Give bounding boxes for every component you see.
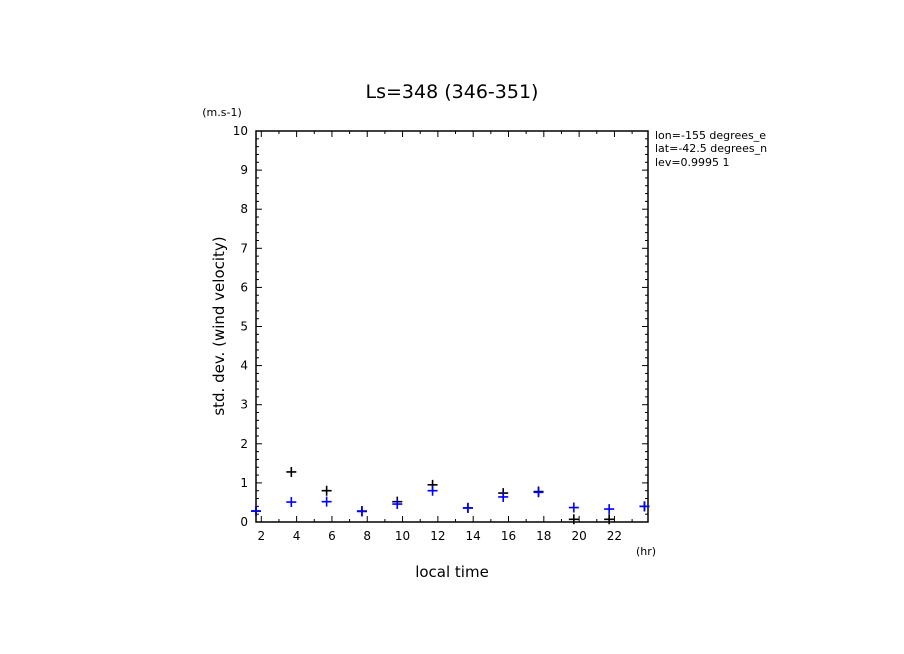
data-point-series-2 [321, 496, 332, 507]
data-point-series-2 [251, 506, 261, 517]
x-tick-label: 6 [328, 529, 336, 543]
plot-frame [255, 130, 649, 523]
data-point-series-2 [427, 485, 438, 496]
info-lon: lon=-155 degrees_e [655, 129, 766, 142]
y-unit-label: (m.s-1) [202, 106, 242, 119]
data-point-series-2 [286, 497, 297, 508]
x-axis-label: local time [415, 563, 489, 581]
data-point-series-2 [462, 502, 473, 513]
data-point-series-2 [356, 506, 367, 517]
data-point-series-2 [498, 491, 509, 502]
y-tick-label: 7 [240, 241, 248, 255]
data-point-series-2 [639, 501, 650, 512]
data-marks [251, 466, 650, 525]
x-tick-label: 10 [395, 529, 410, 543]
chart-title: Ls=348 (346-351) [366, 81, 539, 103]
y-tick-label: 1 [240, 476, 248, 490]
y-tick-label: 3 [240, 398, 248, 412]
x-tick-label: 2 [257, 529, 265, 543]
data-point-series-1 [321, 485, 332, 496]
y-tick-label: 0 [240, 515, 248, 529]
y-tick-label: 5 [240, 320, 248, 334]
info-lev: lev=0.9995 1 [655, 156, 730, 169]
info-lat: lat=-42.5 degrees_n [655, 142, 767, 155]
data-point-series-2 [533, 487, 544, 498]
data-point-series-1 [568, 514, 579, 525]
x-tick-label: 8 [363, 529, 371, 543]
data-point-series-1 [286, 466, 297, 477]
x-tick-label: 12 [430, 529, 445, 543]
x-tick-label: 20 [571, 529, 586, 543]
data-point-series-1 [604, 514, 615, 525]
y-tick-label: 2 [240, 437, 248, 451]
x-tick-label: 4 [293, 529, 301, 543]
x-unit-label: (hr) [636, 545, 656, 558]
y-tick-label: 6 [240, 280, 248, 294]
x-tick-label: 16 [501, 529, 516, 543]
data-point-series-2 [604, 504, 615, 515]
y-axis-label: std. dev. (wind velocity) [210, 236, 228, 415]
y-tick-label: 10 [233, 124, 248, 138]
y-tick-label: 4 [240, 359, 248, 373]
data-point-series-2 [568, 502, 579, 513]
data-point-series-2 [392, 499, 403, 510]
x-tick-label: 18 [536, 529, 551, 543]
x-tick-label: 22 [607, 529, 622, 543]
y-tick-label: 9 [240, 163, 248, 177]
x-tick-label: 14 [466, 529, 481, 543]
y-tick-label: 8 [240, 202, 248, 216]
